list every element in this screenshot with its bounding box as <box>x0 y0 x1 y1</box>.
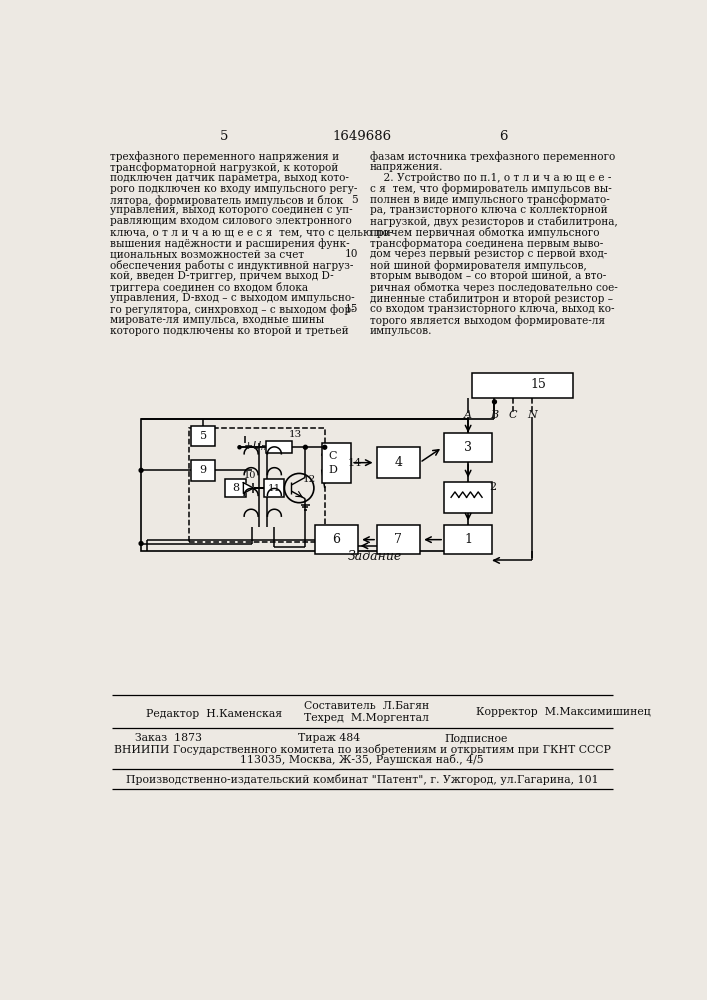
Text: 5: 5 <box>199 431 206 441</box>
Bar <box>192 426 215 446</box>
Text: трехфазного переменного напряжения и: трехфазного переменного напряжения и <box>110 151 339 162</box>
Text: кой, введен D-триггер, причем выход D-: кой, введен D-триггер, причем выход D- <box>110 271 334 281</box>
Text: циональных возможностей за счет: циональных возможностей за счет <box>110 249 304 259</box>
Text: со входом транзисторного ключа, выход ко-: со входом транзисторного ключа, выход ко… <box>370 304 614 314</box>
Text: 7: 7 <box>395 533 402 546</box>
Text: ной шиной формирователя импульсов,: ной шиной формирователя импульсов, <box>370 260 586 271</box>
Bar <box>472 373 573 398</box>
Text: управления, выход которого соединен с уп-: управления, выход которого соединен с уп… <box>110 205 353 215</box>
Text: полнен в виде импульсного трансформато-: полнен в виде импульсного трансформато- <box>370 195 609 205</box>
Text: дом через первый резистор с первой вход-: дом через первый резистор с первой вход- <box>370 249 607 259</box>
Text: рого подключен ко входу импульсного регу-: рого подключен ко входу импульсного регу… <box>110 184 358 194</box>
Text: $+U_п$: $+U_п$ <box>243 440 268 453</box>
Text: 1649686: 1649686 <box>332 130 392 143</box>
Text: трансформаторной нагрузкой, к которой: трансформаторной нагрузкой, к которой <box>110 162 339 173</box>
Text: Подписное: Подписное <box>445 733 508 743</box>
Text: 11: 11 <box>268 484 281 493</box>
Bar <box>444 525 492 554</box>
Text: трансформатора соединена первым выво-: трансформатора соединена первым выво- <box>370 238 603 249</box>
Text: мировате­ля импульса, входные шины: мировате­ля импульса, входные шины <box>110 315 325 325</box>
Text: C: C <box>509 410 518 420</box>
Text: торого является выходом формировате­ля: торого является выходом формировате­ля <box>370 315 604 326</box>
Text: обеспечения работы с индуктивной нагруз-: обеспечения работы с индуктивной нагруз- <box>110 260 354 271</box>
Text: N: N <box>527 410 537 420</box>
Text: управления, D-вход – с выходом импульсно-: управления, D-вход – с выходом импульсно… <box>110 293 355 303</box>
Circle shape <box>493 400 496 404</box>
Text: 2: 2 <box>489 482 496 492</box>
Text: ричная обмотка через последовательно сое-: ричная обмотка через последовательно сое… <box>370 282 617 293</box>
Text: ра, транзисторного ключа с коллекторной: ра, транзисторного ключа с коллекторной <box>370 205 607 215</box>
Text: 1: 1 <box>464 533 472 546</box>
Bar <box>266 441 292 453</box>
Text: 13: 13 <box>289 430 303 439</box>
Bar <box>315 525 358 554</box>
Text: 12: 12 <box>303 475 316 484</box>
Text: вторым выводом – со второй шиной, а вто-: вторым выводом – со второй шиной, а вто- <box>370 271 606 281</box>
Text: нагрузкой, двух резисторов и стабилитрона,: нагрузкой, двух резисторов и стабилитрон… <box>370 216 617 227</box>
Text: 4: 4 <box>395 456 402 469</box>
Text: го регулятора, синхровход – с выходом фор-: го регулятора, синхровход – с выходом фо… <box>110 304 355 315</box>
Text: Техред  М.Моргентал: Техред М.Моргентал <box>304 713 428 723</box>
Bar <box>444 433 492 462</box>
Text: которого подключены ко второй и третьей: которого подключены ко второй и третьей <box>110 326 349 336</box>
Text: с я  тем, что формирователь импульсов вы-: с я тем, что формирователь импульсов вы- <box>370 184 612 194</box>
Text: Заказ  1873: Заказ 1873 <box>135 733 202 743</box>
Text: B: B <box>491 410 498 420</box>
Circle shape <box>303 445 308 449</box>
Text: Составитель  Л.Багян: Составитель Л.Багян <box>304 701 429 711</box>
Circle shape <box>139 542 143 545</box>
Text: 113035, Москва, Ж-35, Раушская наб., 4/5: 113035, Москва, Ж-35, Раушская наб., 4/5 <box>240 754 484 765</box>
Bar <box>192 460 215 481</box>
Text: фазам источника трехфазного переменного: фазам источника трехфазного переменного <box>370 151 615 162</box>
Polygon shape <box>243 483 253 493</box>
Text: диненные стабилитрон и второй резистор –: диненные стабилитрон и второй резистор – <box>370 293 613 304</box>
Bar <box>264 479 284 497</box>
Text: 14: 14 <box>347 458 361 468</box>
Text: вышения надёжности и расширения функ-: вышения надёжности и расширения функ- <box>110 238 350 249</box>
Bar <box>322 443 351 483</box>
Bar <box>377 447 420 478</box>
Bar <box>141 419 468 551</box>
Text: Редактор  Н.Каменская: Редактор Н.Каменская <box>146 709 283 719</box>
Text: 15: 15 <box>530 378 546 391</box>
Text: лятора, формирователь импульсов и блок: лятора, формирователь импульсов и блок <box>110 195 344 206</box>
Text: 6: 6 <box>332 533 340 546</box>
Text: Производственно-издательский комбинат "Патент", г. Ужгород, ул.Гагарина, 101: Производственно-издательский комбинат "П… <box>126 774 598 785</box>
Text: 5: 5 <box>220 130 228 143</box>
Text: Корректор  М.Максимишинец: Корректор М.Максимишинец <box>476 707 650 717</box>
Text: 6: 6 <box>498 130 507 143</box>
Bar <box>189 428 325 542</box>
Text: 15: 15 <box>345 304 358 314</box>
Text: импульсов.: импульсов. <box>370 326 432 336</box>
Text: напряжения.: напряжения. <box>370 162 443 172</box>
Circle shape <box>139 468 143 472</box>
Circle shape <box>238 446 241 449</box>
Text: 9: 9 <box>199 465 206 475</box>
Text: Задание: Задание <box>348 550 402 563</box>
Text: 5: 5 <box>351 195 358 205</box>
Bar <box>377 525 420 554</box>
Text: A: A <box>464 410 472 420</box>
Text: D: D <box>328 465 337 475</box>
Text: подключен датчик параметра, выход кото-: подключен датчик параметра, выход кото- <box>110 173 349 183</box>
Text: причем первичная обмотка импульсного: причем первичная обмотка импульсного <box>370 227 600 238</box>
Text: 8: 8 <box>232 483 239 493</box>
Text: триггера соединен со входом блока: триггера соединен со входом блока <box>110 282 308 293</box>
Text: 2. Устройство по п.1, о т л и ч а ю щ е е -: 2. Устройство по п.1, о т л и ч а ю щ е … <box>370 173 611 183</box>
Text: 10: 10 <box>243 471 256 480</box>
Text: Тираж 484: Тираж 484 <box>298 733 360 743</box>
Text: ключа, о т л и ч а ю щ е е с я  тем, что с целью по-: ключа, о т л и ч а ю щ е е с я тем, что … <box>110 227 392 237</box>
Text: 10: 10 <box>344 249 358 259</box>
Text: равляющим входом силового электронного: равляющим входом силового электронного <box>110 216 352 226</box>
Bar <box>444 482 492 513</box>
Circle shape <box>323 445 327 449</box>
Text: 3: 3 <box>464 441 472 454</box>
Bar <box>225 479 247 497</box>
Text: C: C <box>328 451 337 461</box>
Text: ВНИИПИ Государственного комитета по изобретениям и открытиям при ГКНТ СССР: ВНИИПИ Государственного комитета по изоб… <box>114 744 610 755</box>
